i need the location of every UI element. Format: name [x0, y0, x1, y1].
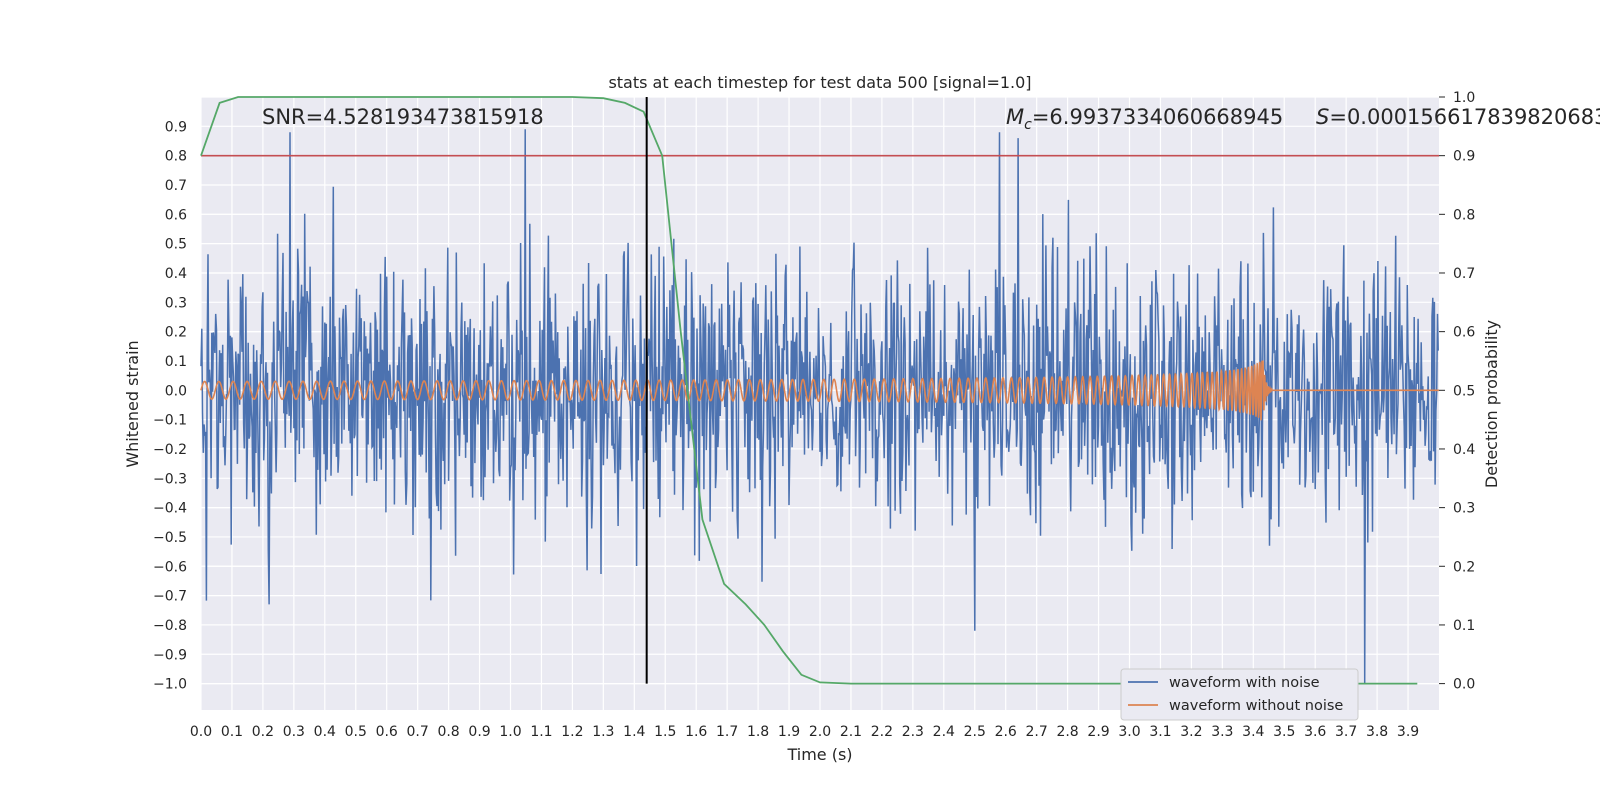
legend-box — [1120, 668, 1359, 721]
y2-tick-label: 0.3 — [1453, 501, 1475, 517]
x-tick-label: 3.9 — [1397, 724, 1419, 740]
x-tick-label: 0.2 — [252, 724, 274, 740]
x-tick-label: 0.8 — [437, 724, 459, 740]
x-tick-label: 1.0 — [499, 724, 521, 740]
s-annotation: S=0.00015661783982068300 — [1316, 105, 1600, 129]
x-tick-label: 1.4 — [623, 724, 645, 740]
x-tick-label: 0.9 — [468, 724, 490, 740]
x-tick-label: 3.3 — [1211, 724, 1233, 740]
x-tick-label: 2.5 — [964, 724, 986, 740]
y2-tick-label: 0.2 — [1453, 559, 1475, 575]
y2-tick-label: 0.7 — [1453, 266, 1475, 282]
y-tick-label: 0.2 — [165, 325, 187, 341]
x-tick-label: 0.0 — [190, 724, 212, 740]
x-tick-label: 1.9 — [778, 724, 800, 740]
y-tick-label: 0.8 — [165, 149, 187, 165]
y-tick-label: 0.4 — [165, 266, 187, 282]
chirp-mass-annotation: Mc=6.9937334060668945 — [1006, 105, 1283, 133]
x-tick-label: 1.3 — [592, 724, 614, 740]
y2-tick-label: 0.5 — [1453, 383, 1475, 399]
y2-tick-label: 0.4 — [1453, 442, 1475, 458]
y2-tick-label: 0.6 — [1453, 325, 1475, 341]
chirp-mass-subscript: c — [1024, 117, 1032, 133]
y2-tick-label: 0.9 — [1453, 149, 1475, 165]
y-tick-label: 0.0 — [165, 383, 187, 399]
x-tick-label: 2.2 — [871, 724, 893, 740]
x-tick-label: 2.6 — [995, 724, 1017, 740]
y-tick-label: −0.6 — [153, 559, 187, 575]
y2-tick-label: 0.1 — [1453, 618, 1475, 634]
chirp-mass-symbol: M — [1006, 105, 1024, 129]
x-tick-label: 0.1 — [221, 724, 243, 740]
legend-label-noise: waveform with noise — [1169, 675, 1320, 691]
legend-label-clean: waveform without noise — [1169, 698, 1343, 714]
y-axis-label: Whitened strain — [123, 340, 142, 467]
s-value: =0.00015661783982068300 — [1329, 105, 1600, 129]
x-tick-label: 3.5 — [1273, 724, 1295, 740]
data-layer — [200, 96, 1439, 685]
series-waveform-without-noise — [200, 360, 1439, 421]
y-tick-label: 0.7 — [165, 178, 187, 194]
x-tick-label: 3.1 — [1149, 724, 1171, 740]
s-symbol: S — [1316, 105, 1329, 129]
y-tick-label: −0.9 — [153, 647, 187, 663]
x-tick-label: 0.3 — [283, 724, 305, 740]
x-tick-label: 0.7 — [407, 724, 429, 740]
x-tick-label: 2.3 — [902, 724, 924, 740]
grid — [200, 96, 1439, 710]
x-tick-label: 3.6 — [1304, 724, 1326, 740]
chart-title: stats at each timestep for test data 500… — [608, 73, 1031, 92]
x-tick-label: 3.0 — [1118, 724, 1140, 740]
y-tick-label: −0.2 — [153, 442, 187, 458]
x-tick-label: 1.6 — [685, 724, 707, 740]
series-waveform-with-noise — [200, 129, 1439, 684]
x-tick-label: 2.0 — [809, 724, 831, 740]
y-tick-label: −0.7 — [153, 589, 187, 605]
x-tick-label: 1.7 — [716, 724, 738, 740]
x-tick-label: 3.4 — [1242, 724, 1264, 740]
y-tick-label: −1.0 — [153, 677, 187, 693]
x-tick-label: 2.8 — [1056, 724, 1078, 740]
x-tick-label: 1.5 — [654, 724, 676, 740]
x-tick-label: 0.6 — [376, 724, 398, 740]
chirp-mass-value: =6.9937334060668945 — [1032, 105, 1283, 129]
y-tick-label: −0.4 — [153, 501, 187, 517]
x-axis-label: Time (s) — [786, 745, 852, 764]
x-tick-label: 0.4 — [314, 724, 336, 740]
y-tick-label: 0.6 — [165, 207, 187, 223]
x-tick-label: 2.4 — [933, 724, 955, 740]
y-tick-label: 0.5 — [165, 237, 187, 253]
x-tick-label: 1.2 — [561, 724, 583, 740]
x-tick-label: 3.2 — [1180, 724, 1202, 740]
y2-axis-label: Detection probability — [1482, 320, 1501, 488]
legend: waveform with noise waveform without noi… — [1120, 668, 1359, 721]
x-tick-label: 3.8 — [1366, 724, 1388, 740]
x-tick-label: 1.1 — [530, 724, 552, 740]
x-tick-label: 2.1 — [840, 724, 862, 740]
series-detection-probability — [200, 96, 1418, 685]
y2-tick-label: 0.0 — [1453, 677, 1475, 693]
x-tick-label: 2.9 — [1087, 724, 1109, 740]
snr-annotation: SNR=4.528193473815918 — [262, 105, 544, 129]
y2-tick-label: 0.8 — [1453, 207, 1475, 223]
y-tick-label: −0.5 — [153, 530, 187, 546]
y2-tick-label: 1.0 — [1453, 90, 1475, 106]
x-tick-label: 3.7 — [1335, 724, 1357, 740]
y-tick-label: −0.3 — [153, 471, 187, 487]
x-tick-label: 1.8 — [747, 724, 769, 740]
y-tick-label: 0.1 — [165, 354, 187, 370]
ticks-layer: 0.0 0.1 0.2 0.3 0.4 0.5 0.6 0.7 0.8 0.9 1.0 1.1 1.2 1… — [153, 90, 1475, 740]
y-tick-label: 0.9 — [165, 119, 187, 135]
y-tick-label: −0.8 — [153, 618, 187, 634]
y-tick-label: 0.3 — [165, 295, 187, 311]
y-tick-label: −0.1 — [153, 413, 187, 429]
x-tick-label: 0.5 — [345, 724, 367, 740]
x-tick-label: 2.7 — [1026, 724, 1048, 740]
